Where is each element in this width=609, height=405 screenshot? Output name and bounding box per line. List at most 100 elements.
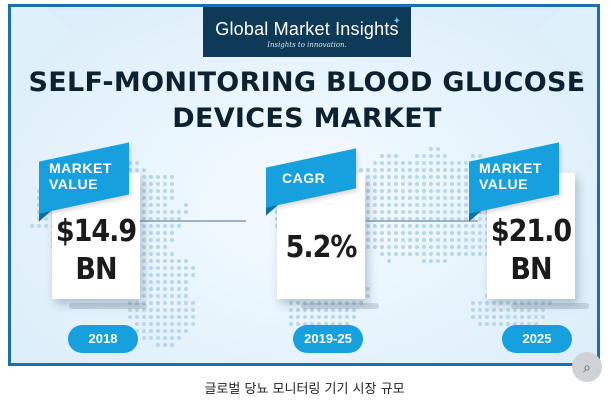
map-dot [380, 189, 384, 193]
map-dot [408, 224, 412, 228]
map-dot [408, 168, 412, 172]
map-dot [471, 252, 475, 256]
map-dot [492, 322, 496, 326]
map-dot [408, 196, 412, 200]
map-dot [30, 224, 34, 228]
map-dot [450, 252, 454, 256]
map-dot [450, 210, 454, 214]
map-dot [436, 154, 440, 158]
map-dot [170, 259, 174, 263]
map-dot [338, 308, 342, 312]
map-dot [156, 245, 160, 249]
map-dot [352, 301, 356, 305]
map-dot [387, 154, 391, 158]
map-dot [149, 203, 153, 207]
map-dot [149, 224, 153, 228]
map-dot [373, 182, 377, 186]
map-dot [506, 301, 510, 305]
map-dot [156, 329, 160, 333]
map-dot [394, 245, 398, 249]
map-dot [373, 175, 377, 179]
map-dot [163, 301, 167, 305]
map-dot [366, 210, 370, 214]
map-dot [184, 273, 188, 277]
map-dot [520, 308, 524, 312]
map-dot [394, 238, 398, 242]
map-dot [177, 259, 181, 263]
map-dot [142, 294, 146, 298]
map-dot [177, 287, 181, 291]
map-dot [471, 238, 475, 242]
map-dot [485, 322, 489, 326]
map-dot [485, 301, 489, 305]
map-dot [373, 231, 377, 235]
map-dot [184, 203, 188, 207]
map-dot [177, 224, 181, 228]
map-dot [163, 210, 167, 214]
map-dot [394, 252, 398, 256]
map-dot [457, 196, 461, 200]
map-dot [478, 231, 482, 235]
map-dot [415, 182, 419, 186]
map-dot [303, 308, 307, 312]
map-dot [506, 322, 510, 326]
map-dot [142, 329, 146, 333]
map-dot [156, 196, 160, 200]
map-dot [170, 231, 174, 235]
map-dot [506, 315, 510, 319]
map-dot [457, 161, 461, 165]
card-shadow [511, 303, 589, 309]
map-dot [380, 168, 384, 172]
map-dot [289, 301, 293, 305]
map-dot [345, 308, 349, 312]
map-dot [422, 196, 426, 200]
map-dot [436, 231, 440, 235]
ribbon-label-line1: CAGR [282, 170, 326, 186]
map-dot [373, 245, 377, 249]
map-dot [184, 294, 188, 298]
map-dot [149, 196, 153, 200]
map-dot [443, 168, 447, 172]
map-dot [478, 245, 482, 249]
map-dot [142, 259, 146, 263]
map-dot [443, 175, 447, 179]
map-dot [149, 315, 153, 319]
map-dot [429, 238, 433, 242]
map-dot [429, 196, 433, 200]
card-value: $14.9 [55, 214, 137, 249]
map-dot [142, 266, 146, 270]
map-dot [163, 273, 167, 277]
map-dot [457, 224, 461, 228]
map-dot [443, 203, 447, 207]
map-dot [177, 273, 181, 277]
map-dot [422, 259, 426, 263]
map-dot [415, 154, 419, 158]
map-dot [534, 301, 538, 305]
map-dot [415, 238, 419, 242]
map-dot [443, 224, 447, 228]
map-dot [429, 224, 433, 228]
image-search-icon[interactable]: ⌕ [572, 352, 602, 382]
map-dot [331, 308, 335, 312]
map-dot [387, 210, 391, 214]
map-dot [464, 231, 468, 235]
map-dot [289, 315, 293, 319]
map-dot [401, 210, 405, 214]
map-dot [156, 259, 160, 263]
map-dot [170, 210, 174, 214]
map-dot [415, 189, 419, 193]
map-dot [170, 280, 174, 284]
map-dot [457, 175, 461, 179]
map-dot [450, 161, 454, 165]
map-dot [149, 189, 153, 193]
map-dot [429, 210, 433, 214]
map-dot [436, 259, 440, 263]
map-dot [534, 315, 538, 319]
map-dot [149, 287, 153, 291]
map-dot [429, 154, 433, 158]
map-dot [184, 301, 188, 305]
map-dot [310, 315, 314, 319]
map-dot [464, 161, 468, 165]
map-dot [422, 203, 426, 207]
map-dot [156, 231, 160, 235]
